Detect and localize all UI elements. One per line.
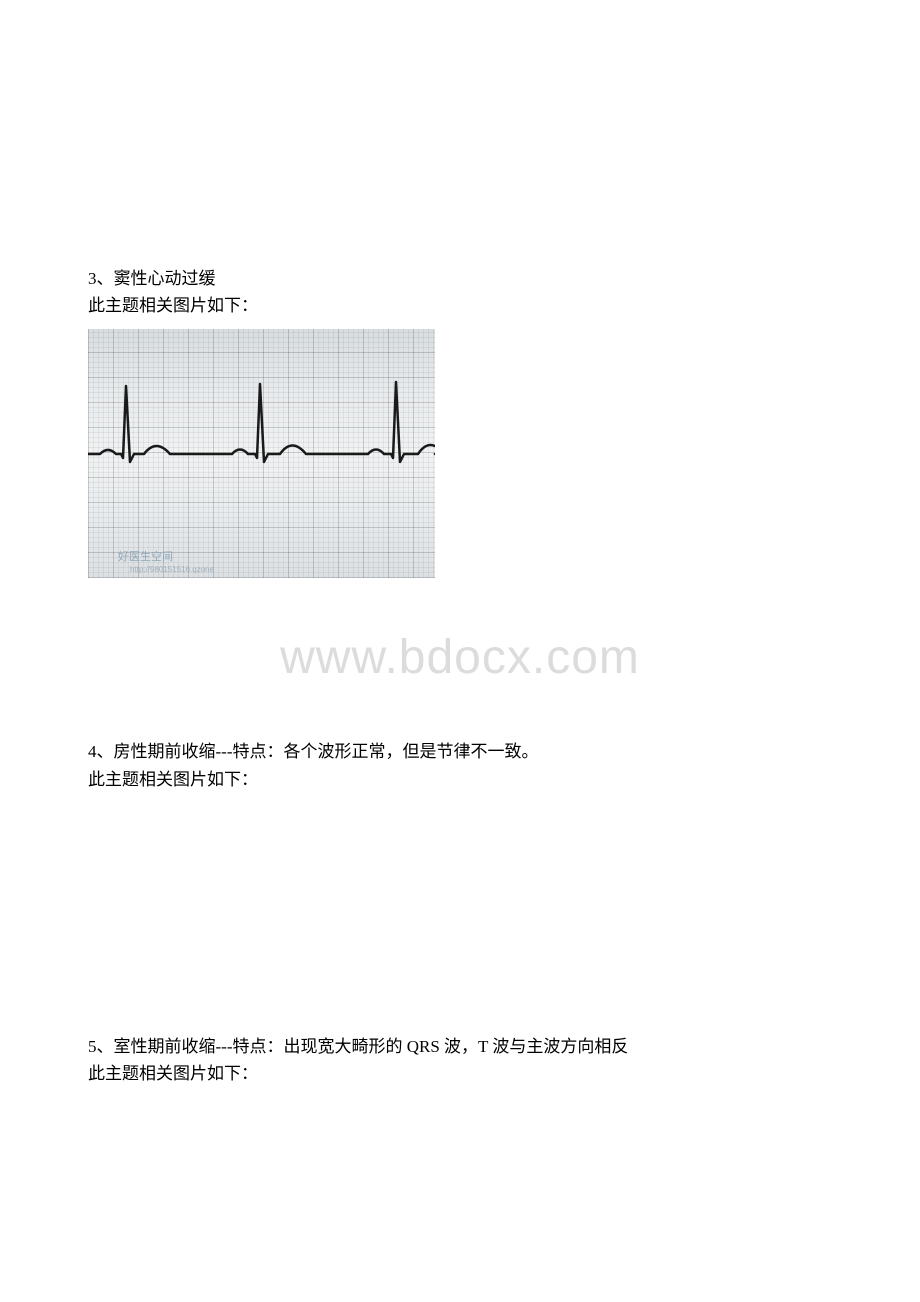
ecg-bradycardia-image: 好医生空间 http://980151516.qzone [88, 329, 435, 578]
section-5: 5、室性期前收缩---特点：出现宽大畸形的 QRS 波，T 波与主波方向相反 此… [88, 803, 832, 1087]
ecg-trace-svg [88, 329, 435, 578]
section-4-subtitle: 此主题相关图片如下： [88, 766, 832, 793]
section-5-title: 5、室性期前收缩---特点：出现宽大畸形的 QRS 波，T 波与主波方向相反 [88, 1033, 832, 1060]
ecg-footer-sub: http://980151516.qzone [130, 564, 214, 577]
section-4-title: 4、房性期前收缩---特点：各个波形正常，但是节律不一致。 [88, 738, 832, 765]
section-5-subtitle: 此主题相关图片如下： [88, 1060, 832, 1087]
section-3-subtitle: 此主题相关图片如下： [88, 292, 832, 319]
section-3: 3、窦性心动过缓 此主题相关图片如下： 好医生空间 http://9801515… [88, 0, 832, 578]
section-3-title: 3、窦性心动过缓 [88, 265, 832, 292]
section-4: 4、房性期前收缩---特点：各个波形正常，但是节律不一致。 此主题相关图片如下： [88, 588, 832, 792]
